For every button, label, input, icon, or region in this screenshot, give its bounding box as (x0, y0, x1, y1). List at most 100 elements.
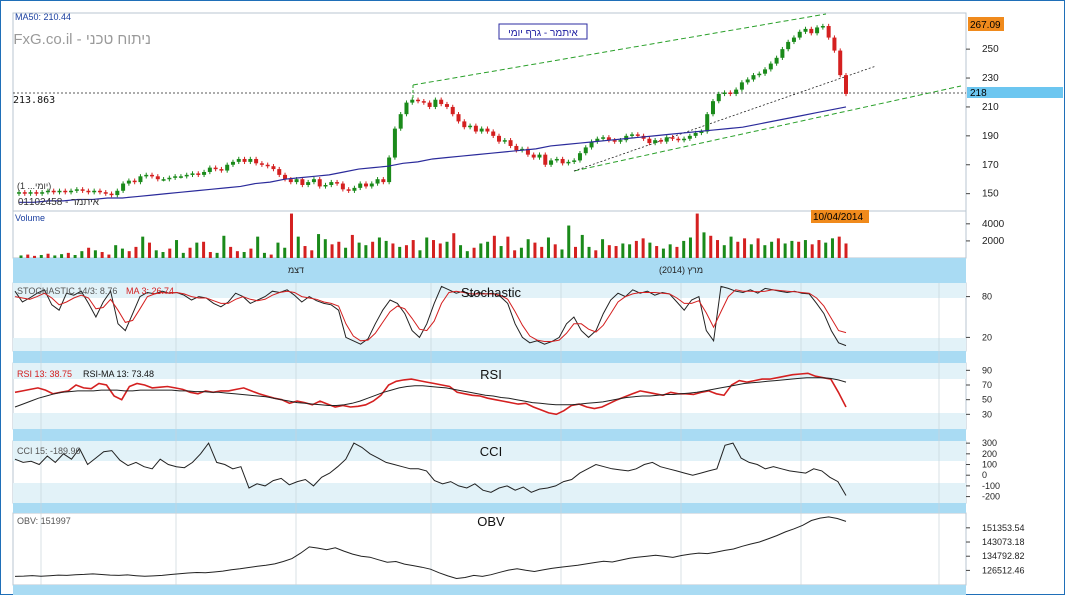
volume-bar (181, 252, 185, 258)
candle-body (601, 137, 606, 139)
volume-bar (567, 225, 571, 258)
volume-bar (614, 246, 618, 258)
volume-bar (729, 236, 733, 258)
candle-body (763, 69, 768, 74)
candle-body (757, 73, 762, 76)
candle-body (115, 190, 120, 196)
volume-bar (39, 255, 43, 258)
candle-body (768, 63, 773, 70)
volume-bar (432, 240, 435, 258)
volume-bar (350, 234, 354, 258)
candle-body (86, 190, 91, 193)
cci-title: CCI (480, 444, 502, 459)
candle-body (306, 182, 311, 185)
volume-bar (574, 246, 578, 258)
stochastic-title: Stochastic (461, 285, 521, 300)
candle-body (144, 174, 149, 177)
candle-body (832, 37, 837, 51)
candle-body (300, 179, 305, 185)
candle-body (722, 92, 727, 94)
series-tag: (1 ...יומי) (17, 181, 51, 191)
candle-body (335, 182, 340, 184)
candle-body (699, 131, 704, 134)
candle-body (543, 154, 548, 165)
last-price-badge (968, 17, 1004, 31)
volume-bar (817, 240, 821, 258)
volume-bar (492, 235, 496, 258)
candle-body (485, 128, 490, 132)
stochastic-band (13, 338, 966, 351)
candle-body (676, 138, 681, 141)
volume-bar (438, 243, 442, 258)
volume-bar (506, 236, 510, 258)
volume-bar (641, 238, 645, 258)
volume-bar (147, 242, 151, 258)
ma50-line (19, 106, 847, 203)
candle-body (797, 31, 802, 38)
volume-bar (648, 242, 652, 258)
candle-body (809, 28, 814, 34)
volume-bar (743, 238, 747, 258)
stochastic-tick-label: 80 (982, 292, 992, 302)
candle-body (635, 134, 640, 136)
price-tick-label: 230 (982, 73, 999, 84)
candle-body (734, 89, 739, 94)
obv-tick-label: 126512.46 (982, 565, 1025, 575)
volume-bar (87, 247, 91, 258)
volume-bar (702, 232, 706, 258)
volume-bar (513, 250, 517, 258)
volume-bar (120, 248, 124, 258)
candle-body (392, 128, 397, 158)
candle-body (28, 192, 33, 194)
volume-bar (499, 246, 503, 258)
volume-bar (486, 241, 490, 258)
last-price-value: 267.09 (970, 20, 1001, 31)
candle-body (45, 190, 50, 193)
candle-body (710, 101, 715, 115)
symbol-label: איתמר - 01102458 (18, 197, 100, 208)
candle-body (803, 28, 808, 32)
volume-bar (837, 236, 841, 258)
volume-bar (398, 246, 402, 258)
price-tick-label: 170 (982, 160, 999, 171)
candle-body (682, 138, 687, 141)
volume-bar (161, 252, 165, 258)
volume-bar (276, 242, 280, 258)
volume-bar (553, 244, 557, 258)
volume-bar (141, 236, 145, 258)
cci-band (13, 483, 966, 503)
candle-body (317, 179, 322, 187)
candle-body (248, 158, 253, 162)
price-tick-label: 250 (982, 44, 999, 55)
candle-body (271, 166, 276, 170)
rsi-tick-label: 90 (982, 365, 992, 375)
volume-bar (533, 242, 537, 258)
candle-body (294, 179, 299, 183)
candle-body (820, 26, 825, 28)
candle-body (745, 79, 750, 83)
volume-bar (661, 248, 665, 258)
volume-bar (546, 237, 550, 258)
candle-body (80, 189, 85, 191)
candle-body (277, 169, 282, 175)
volume-bar (459, 245, 463, 258)
candle-body (51, 190, 56, 193)
candle-body (462, 121, 467, 128)
candle-body (514, 145, 519, 151)
candle-body (178, 176, 183, 178)
candle-body (167, 177, 172, 180)
candle-body (439, 99, 444, 105)
volume-bar (303, 246, 307, 258)
candle-body (716, 93, 721, 102)
cci-tick-label: 300 (982, 438, 997, 448)
volume-bar (418, 250, 422, 258)
volume-bar (655, 246, 659, 258)
candle-body (132, 180, 137, 183)
volume-tick-label: 2000 (982, 236, 1005, 247)
volume-bar (377, 237, 381, 258)
rsi-legend: RSI 13: 38.75 (17, 369, 72, 379)
obv-legend: OBV: 151997 (17, 516, 71, 526)
candle-body (606, 137, 611, 141)
candle-body (410, 99, 415, 103)
panel-0 (12, 12, 967, 212)
